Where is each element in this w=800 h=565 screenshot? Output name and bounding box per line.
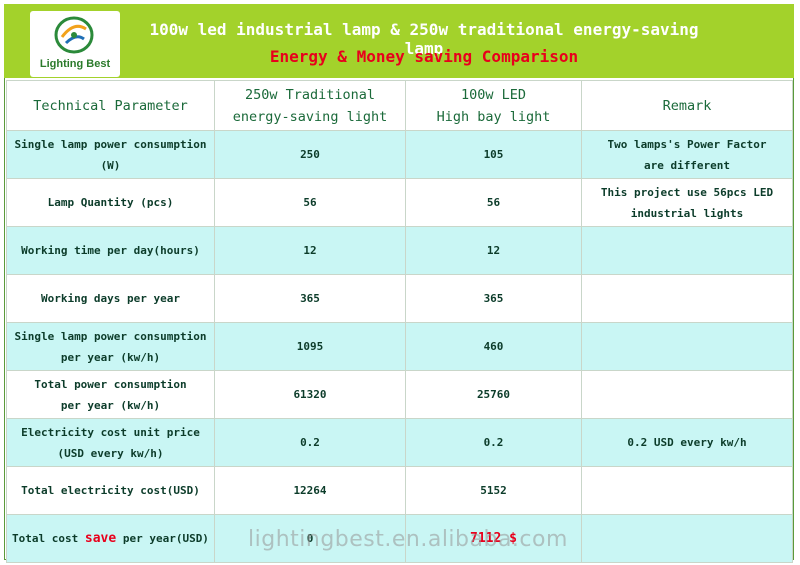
page-title: 100w led industrial lamp & 250w traditio… <box>149 20 699 58</box>
param-line2: per year (kw/h) <box>60 350 161 364</box>
traditional-cell: 250 <box>214 130 406 179</box>
remark-line1: This project use 56pcs LED <box>600 185 774 199</box>
header-banner: Lighting Best 100w led industrial lamp &… <box>4 4 794 78</box>
table-row: Lamp Quantity (pcs) 56 56 This project u… <box>6 178 793 227</box>
remark-cell <box>581 322 793 371</box>
logo: Lighting Best <box>30 11 120 77</box>
traditional-cell: 12 <box>214 226 406 275</box>
param-cell: Working days per year <box>6 274 215 323</box>
logo-text: Lighting Best <box>39 58 111 70</box>
led-cell: 365 <box>405 274 582 323</box>
param-cell: Working time per day(hours) <box>6 226 215 275</box>
param-line2: per year (kw/h) <box>60 398 161 412</box>
table-row: Working time per day(hours) 12 12 <box>6 226 793 275</box>
table-row: Single lamp power consumption per year (k… <box>6 322 793 371</box>
column-header-led-line1: 100w LED <box>460 86 527 103</box>
param-line1: Electricity cost unit price <box>21 425 200 439</box>
param-cell: Total power consumption per year (kw/h) <box>6 370 215 419</box>
table-header-row: Technical Parameter 250w Traditional ene… <box>6 80 793 131</box>
remark-cell <box>581 370 793 419</box>
column-header-traditional-line1: 250w Traditional <box>244 86 376 103</box>
table-row: Single lamp power consumption (W) 250 105… <box>6 130 793 179</box>
table-row: Total electricity cost(USD) 12264 5152 <box>6 466 793 515</box>
remark-cell <box>581 226 793 275</box>
param-line1: Single lamp power consumption <box>14 329 207 343</box>
column-header-remark: Remark <box>581 80 793 131</box>
param-cell: Single lamp power consumption (W) <box>6 130 215 179</box>
save-highlight: save <box>84 531 117 546</box>
remark-cell <box>581 466 793 515</box>
param-cell: Lamp Quantity (pcs) <box>6 178 215 227</box>
param-line2: (W) <box>100 158 121 172</box>
table-row: Electricity cost unit price (USD every kw… <box>6 418 793 467</box>
comparison-table: Technical Parameter 250w Traditional ene… <box>6 80 793 563</box>
remark-line1: Two lamps's Power Factor <box>607 137 767 151</box>
remark-cell: Two lamps's Power Factor are different <box>581 130 793 179</box>
led-cell: 12 <box>405 226 582 275</box>
traditional-cell: 56 <box>214 178 406 227</box>
traditional-cell: 0 <box>214 514 406 563</box>
column-header-led: 100w LED High bay light <box>405 80 582 131</box>
led-cell: 105 <box>405 130 582 179</box>
param-suffix: per year(USD) <box>116 532 209 545</box>
traditional-cell: 1095 <box>214 322 406 371</box>
page-subtitle: Energy & Money saving Comparison <box>269 47 579 66</box>
logo-icon <box>54 16 94 54</box>
led-cell: 25760 <box>405 370 582 419</box>
led-cell: 5152 <box>405 466 582 515</box>
remark-cell: This project use 56pcs LED industrial lig… <box>581 178 793 227</box>
traditional-cell: 0.2 <box>214 418 406 467</box>
param-line1: Single lamp power consumption <box>14 137 207 151</box>
param-cell: Total electricity cost(USD) <box>6 466 215 515</box>
traditional-cell: 12264 <box>214 466 406 515</box>
led-cell: 460 <box>405 322 582 371</box>
column-header-parameter: Technical Parameter <box>6 80 215 131</box>
table-row: Working days per year 365 365 <box>6 274 793 323</box>
led-cell: 0.2 <box>405 418 582 467</box>
param-cell: Single lamp power consumption per year (k… <box>6 322 215 371</box>
remark-line2: industrial lights <box>630 206 744 220</box>
watermark: lightingbest.en.alibaba.com <box>248 527 568 552</box>
led-saving-cell: 7112 $ <box>405 514 582 563</box>
column-header-traditional: 250w Traditional energy-saving light <box>214 80 406 131</box>
table-row-total-save: Total cost save per year(USD) 0 7112 $ <box>6 514 793 563</box>
param-prefix: Total cost <box>12 532 85 545</box>
remark-cell <box>581 514 793 563</box>
param-line2: (USD every kw/h) <box>57 446 164 460</box>
remark-cell <box>581 274 793 323</box>
column-header-traditional-line2: energy-saving light <box>232 108 388 125</box>
remark-cell: 0.2 USD every kw/h <box>581 418 793 467</box>
led-cell: 56 <box>405 178 582 227</box>
param-line1: Total power consumption <box>34 377 187 391</box>
traditional-cell: 61320 <box>214 370 406 419</box>
table-row: Total power consumption per year (kw/h) 6… <box>6 370 793 419</box>
column-header-led-line2: High bay light <box>436 108 551 125</box>
traditional-cell: 365 <box>214 274 406 323</box>
param-cell: Electricity cost unit price (USD every kw… <box>6 418 215 467</box>
remark-line2: are different <box>643 158 731 172</box>
param-cell: Total cost save per year(USD) <box>6 514 215 563</box>
